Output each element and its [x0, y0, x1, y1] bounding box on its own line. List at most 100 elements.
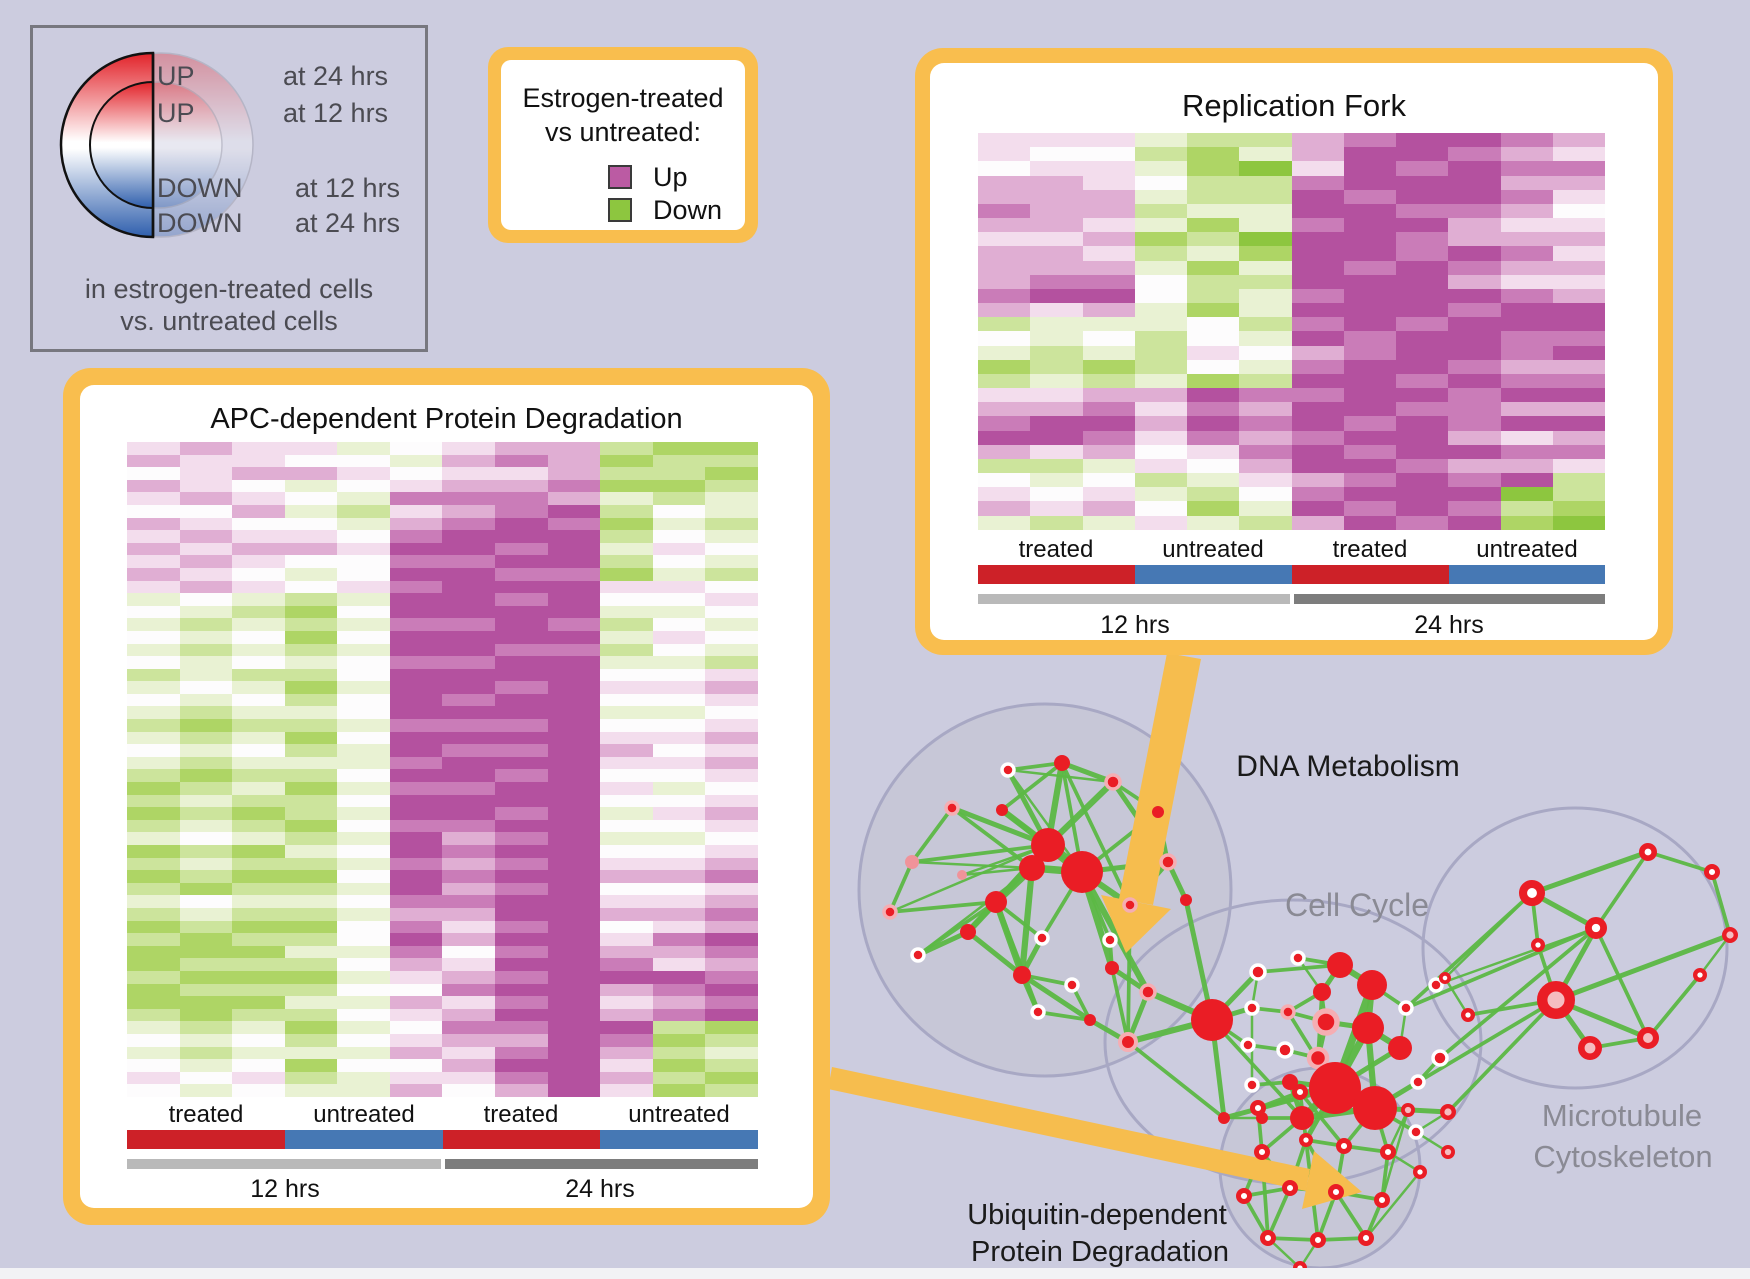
heatmap-cell: [127, 1084, 180, 1097]
heatmap-cell: [1134, 402, 1187, 417]
heatmap-cell: [1500, 147, 1553, 162]
network-edge: [1646, 973, 1702, 1040]
inner-half-disc: [89, 80, 154, 210]
heatmap-cell: [547, 744, 601, 757]
heatmap-cell: [1187, 416, 1240, 431]
heatmap-cell: [495, 895, 548, 908]
heatmap-cell: [389, 593, 443, 606]
heatmap-cell: [337, 1071, 390, 1085]
network-node-white-ring: [910, 947, 926, 963]
heatmap-cell: [495, 492, 548, 505]
heatmap-cell: [127, 895, 180, 908]
network-node-pink-center: [1439, 1103, 1456, 1120]
heatmap-cell: [284, 504, 338, 518]
network-node-red: [960, 924, 976, 940]
replication-fork-panel: Replication Fork treated untreated treat…: [915, 48, 1673, 655]
heatmap-cell: [1239, 161, 1292, 176]
heatmap-cell: [705, 1059, 758, 1072]
heatmap-cell: [1082, 260, 1135, 275]
heatmap-cell: [600, 744, 653, 757]
network-node-red: [1327, 952, 1353, 978]
heatmap-cell: [1291, 161, 1344, 176]
replication-fork-arrow-head: [1101, 895, 1171, 953]
heatmap-cell: [705, 970, 758, 984]
heatmap-cell: [232, 555, 285, 568]
heatmap-cell: [1343, 430, 1396, 445]
network-node-red: [1054, 755, 1070, 771]
heatmap-cell: [547, 656, 601, 669]
heatmap-cell: [232, 580, 285, 594]
heatmap-cell: [232, 731, 285, 745]
heatmap-cell: [495, 807, 548, 820]
heatmap-cell: [1134, 303, 1187, 318]
heatmap-cell: [337, 618, 390, 631]
heatmap-cell: [232, 605, 285, 619]
network-node-white-ring: [1410, 1074, 1426, 1090]
up-12-time: at 12 hrs: [283, 98, 389, 128]
heatmap-cell: [337, 555, 390, 568]
microtubule-label-line2: Cytoskeleton: [1533, 1139, 1712, 1174]
heatmap-cell: [127, 668, 180, 682]
heatmap-cell: [179, 656, 233, 669]
heatmap-cell: [337, 870, 390, 883]
heatmap-cell: [705, 593, 758, 606]
heatmap-cell: [1500, 359, 1553, 374]
heatmap-cell: [547, 870, 601, 883]
down-24-word: DOWN: [157, 208, 243, 238]
heatmap-cell: [1343, 515, 1396, 530]
heatmap-cell: [1187, 388, 1240, 403]
network-node-pink-ring: [1104, 773, 1122, 791]
network-node-white-center: [1309, 1231, 1326, 1248]
heatmap-cell: [337, 492, 390, 505]
heatmap-cell: [442, 895, 496, 908]
heatmap-row: [127, 996, 758, 1009]
heatmap-cell: [1030, 373, 1083, 389]
heatmap-cell: [284, 958, 338, 971]
heatmap-cell: [547, 819, 601, 833]
heatmap-cell: [179, 706, 233, 720]
heatmap-row: [127, 492, 758, 505]
heatmap-cell: [1343, 232, 1396, 247]
heatmap-cell: [337, 945, 390, 959]
heatmap-cell: [1134, 274, 1187, 289]
heatmap-cell: [1030, 161, 1083, 176]
heatmap-cell: [1030, 317, 1083, 332]
heatmap-cell: [547, 442, 601, 455]
heatmap-cell: [495, 744, 548, 757]
heatmap-cell: [600, 845, 653, 858]
heatmap-cell: [705, 542, 758, 556]
heatmap-cell: [284, 832, 338, 845]
heatmap-cell: [1500, 458, 1553, 474]
heatmap-row: [127, 542, 758, 556]
heatmap-cell: [1082, 317, 1135, 332]
heatmap-cell: [442, 870, 496, 883]
heatmap-cell: [495, 555, 548, 568]
heatmap-cell: [127, 782, 180, 795]
replication-fork-arrow-stem: [1119, 653, 1201, 905]
heatmap-cell: [442, 517, 496, 531]
heatmap-cell: [442, 719, 496, 732]
heatmap-cell: [705, 907, 758, 921]
heatmap-cell: [1500, 274, 1553, 289]
heatmap-cell: [547, 1059, 601, 1072]
heatmap-cell: [495, 933, 548, 946]
heatmap-cell: [389, 845, 443, 858]
heatmap-cell: [1448, 161, 1501, 176]
heatmap-cell: [179, 845, 233, 858]
heatmap-row: [127, 593, 758, 606]
heatmap-cell: [1291, 303, 1344, 318]
heatmap-row: [127, 895, 758, 908]
network-edge: [1594, 926, 1650, 1040]
heatmap-cell: [600, 580, 653, 594]
heatmap-cell: [705, 958, 758, 971]
heatmap-row: [127, 1084, 758, 1097]
network-node-white-center: [1259, 1229, 1276, 1246]
heatmap-cell: [495, 882, 548, 896]
heatmap-cell: [600, 996, 653, 1009]
heatmap-cell: [1396, 402, 1449, 417]
network-edge: [1006, 761, 1064, 772]
heatmap-cell: [1396, 274, 1449, 289]
heatmap-cell: [1448, 303, 1501, 318]
heatmap-cell: [600, 668, 653, 682]
heatmap-cell: [547, 681, 601, 694]
